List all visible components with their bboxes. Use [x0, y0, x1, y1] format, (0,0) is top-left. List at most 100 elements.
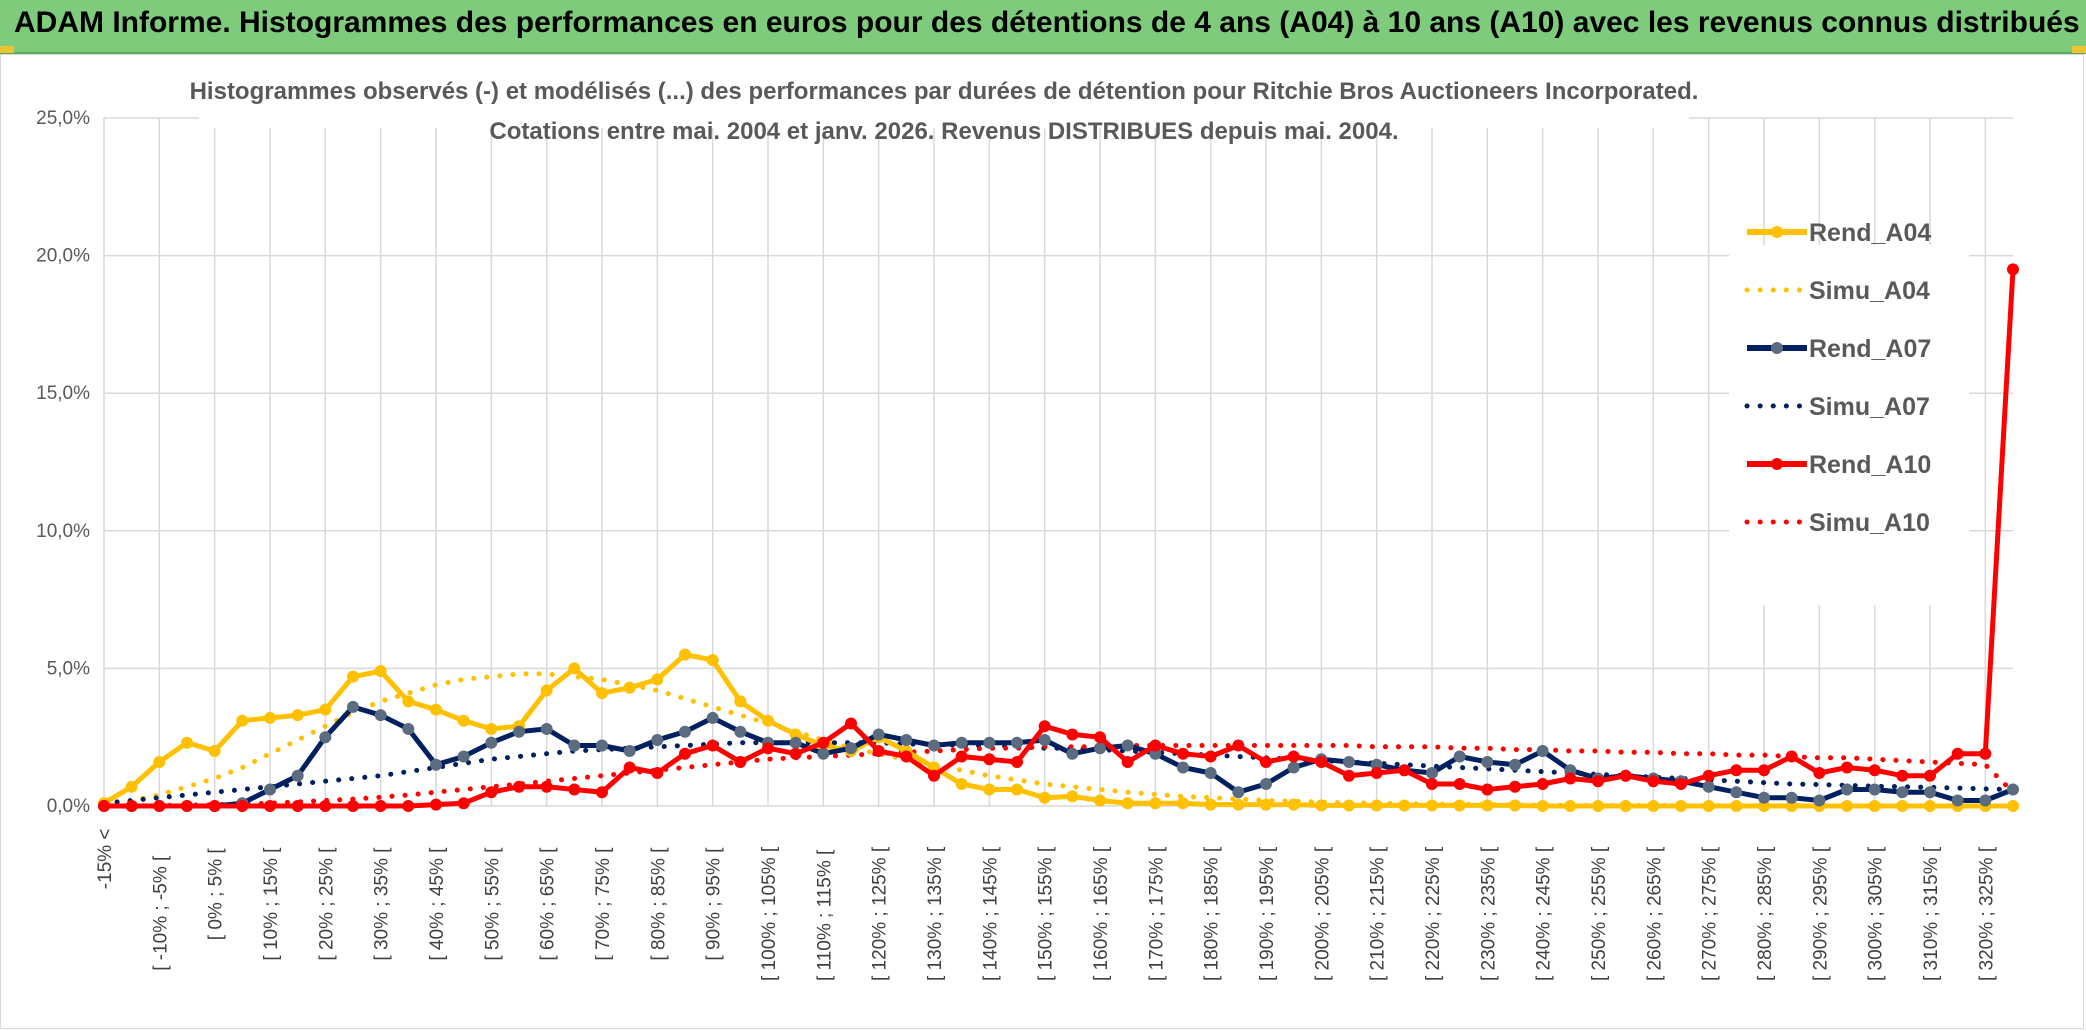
data-point-rend_a07 — [845, 742, 857, 755]
data-point-rend_a10 — [1038, 720, 1051, 733]
data-point-rend_a04 — [1675, 800, 1687, 812]
data-point-rend_a04 — [955, 777, 968, 790]
data-point-rend_a04 — [374, 665, 387, 678]
data-point-rend_a07 — [1536, 744, 1549, 757]
data-point-rend_a07 — [872, 728, 885, 741]
data-point-rend_a10 — [1094, 731, 1106, 744]
data-point-rend_a10 — [596, 786, 608, 799]
data-point-rend_a07 — [1951, 794, 1964, 807]
x-tick-label: [ 100% ; 105% [ — [759, 846, 780, 981]
data-point-rend_a10 — [264, 800, 276, 812]
data-point-rend_a07 — [402, 722, 415, 735]
data-point-rend_a10 — [153, 800, 166, 812]
data-point-rend_a04 — [1204, 798, 1217, 811]
data-point-rend_a04 — [457, 714, 470, 727]
data-point-rend_a10 — [734, 755, 747, 768]
data-point-rend_a10 — [872, 744, 885, 757]
data-point-rend_a04 — [568, 662, 581, 675]
y-tick-label: 25,0% — [36, 108, 90, 129]
data-point-rend_a10 — [1177, 747, 1189, 760]
data-point-rend_a07 — [513, 725, 525, 738]
data-point-rend_a10 — [291, 800, 304, 812]
chart-grid: 0,0% 5,0% 10,0% 15,0% 20,0% 25,0% -15% < [ -10%… — [36, 108, 2013, 981]
data-point-rend_a07 — [291, 769, 304, 782]
data-point-rend_a07 — [1813, 794, 1826, 807]
corner-accent-right — [2072, 46, 2086, 53]
x-tick-label: [ 240% ; 245% [ — [1534, 846, 1555, 981]
data-point-rend_a10 — [1730, 764, 1743, 777]
title-banner: ADAM Informe. Histogrammes des performan… — [0, 0, 2086, 52]
x-tick-label: [ 80% ; 85% [ — [648, 847, 669, 961]
x-tick-label: [ 130% ; 135% [ — [925, 846, 946, 981]
data-point-rend_a10 — [208, 800, 221, 812]
data-point-rend_a10 — [1758, 764, 1770, 777]
data-point-rend_a10 — [430, 798, 442, 811]
data-point-rend_a10 — [928, 769, 940, 782]
x-tick-label: [ 250% ; 255% [ — [1589, 846, 1610, 981]
data-point-rend_a10 — [1647, 775, 1660, 788]
data-point-rend_a10 — [1868, 764, 1881, 777]
data-point-rend_a10 — [1343, 769, 1355, 782]
x-tick-label: [ 230% ; 235% [ — [1478, 846, 1499, 981]
data-point-rend_a04 — [1094, 794, 1106, 807]
x-tick-label: [ 140% ; 145% [ — [980, 846, 1001, 981]
banner-title: ADAM Informe. Histogrammes des performan… — [14, 6, 2080, 39]
data-point-rend_a10 — [983, 753, 996, 766]
data-point-rend_a07 — [1453, 750, 1466, 763]
data-point-rend_a04 — [596, 687, 608, 700]
data-point-rend_a10 — [1951, 747, 1964, 760]
data-point-rend_a04 — [1868, 800, 1881, 812]
corner-accent-left — [0, 46, 14, 53]
legend-label-rend_a04: Rend_A04 — [1809, 219, 1931, 247]
data-point-rend_a10 — [1260, 755, 1272, 768]
data-point-rend_a04 — [679, 648, 691, 661]
data-point-rend_a10 — [706, 739, 719, 752]
data-point-rend_a07 — [1924, 786, 1936, 799]
data-point-rend_a07 — [734, 725, 747, 738]
data-point-rend_a04 — [1536, 800, 1549, 812]
data-point-rend_a10 — [1287, 750, 1300, 763]
data-point-rend_a07 — [319, 731, 332, 744]
data-point-rend_a10 — [1011, 755, 1023, 768]
data-point-rend_a07 — [1287, 761, 1300, 774]
data-point-rend_a04 — [1896, 800, 1909, 812]
data-point-rend_a07 — [1011, 736, 1023, 749]
y-tick-label: 10,0% — [36, 521, 90, 542]
data-point-rend_a07 — [1232, 786, 1245, 799]
data-point-rend_a04 — [2007, 800, 2019, 812]
chart-plot: 0,0% 5,0% 10,0% 15,0% 20,0% 25,0% -15% < [ -10%… — [36, 60, 2019, 981]
x-tick-label: [ 200% ; 205% [ — [1312, 846, 1333, 981]
data-point-rend_a10 — [955, 750, 968, 763]
y-tick-label: 20,0% — [36, 246, 90, 267]
data-point-rend_a07 — [651, 733, 664, 746]
data-point-rend_a04 — [1260, 798, 1272, 811]
data-point-rend_a07 — [983, 736, 996, 749]
legend-label-rend_a10: Rend_A10 — [1809, 451, 1931, 479]
data-point-rend_a07 — [264, 783, 276, 796]
data-point-rend_a04 — [1315, 799, 1328, 812]
x-tick-label: [ 320% ; 325% [ — [1976, 846, 1997, 981]
data-point-rend_a07 — [596, 739, 608, 752]
x-tick-label: [ 310% ; 315% [ — [1921, 846, 1942, 981]
data-point-rend_a07 — [1509, 758, 1521, 771]
legend-background — [1729, 245, 1969, 605]
data-point-rend_a07 — [485, 736, 498, 749]
x-tick-label: [ 40% ; 45% [ — [427, 847, 448, 961]
y-tick-label: 0,0% — [47, 796, 90, 817]
data-point-rend_a10 — [679, 747, 691, 760]
data-point-rend_a10 — [513, 780, 525, 793]
data-point-rend_a07 — [1868, 783, 1881, 796]
x-tick-label: [ 190% ; 195% [ — [1257, 846, 1278, 981]
data-point-rend_a07 — [1204, 766, 1217, 779]
data-point-rend_a07 — [457, 750, 470, 763]
data-point-rend_a07 — [706, 711, 719, 724]
data-point-rend_a10 — [845, 717, 857, 730]
x-tick-label: [ 60% ; 65% [ — [538, 847, 559, 961]
data-point-rend_a10 — [651, 766, 664, 779]
data-point-rend_a10 — [1370, 766, 1383, 779]
data-point-rend_a07 — [540, 722, 553, 735]
legend-label-simu_a04: Simu_A04 — [1809, 277, 1930, 305]
x-tick-label: [ 210% ; 215% [ — [1368, 846, 1389, 981]
data-point-rend_a10 — [457, 797, 470, 810]
data-point-rend_a04 — [623, 681, 636, 694]
